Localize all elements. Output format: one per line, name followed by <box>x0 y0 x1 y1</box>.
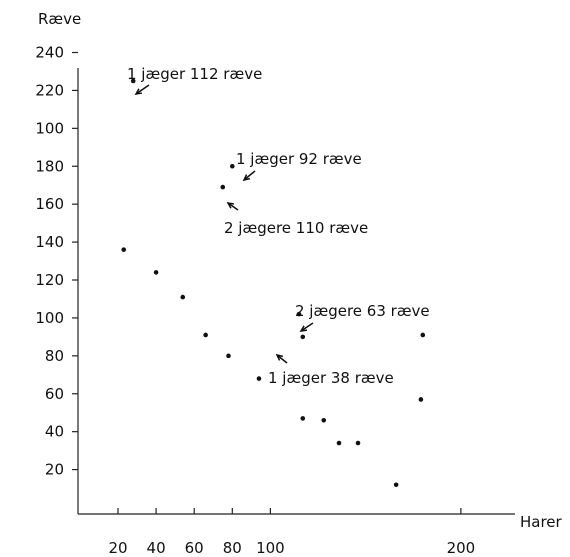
annotation-arrow <box>243 170 256 181</box>
annotation-label: 1 jæger 112 ræve <box>127 65 262 83</box>
data-point <box>420 332 426 338</box>
y-tick-label: 100 <box>35 309 64 327</box>
annotation-arrowhead <box>275 353 284 361</box>
annotation-label: 2 jægere 110 ræve <box>224 219 368 237</box>
data-point <box>336 440 342 446</box>
data-point <box>321 417 327 423</box>
y-tick-label: 240 <box>35 44 64 62</box>
y-tick-label: 180 <box>35 157 64 175</box>
annotation-arrowhead <box>299 325 308 332</box>
annotation-arrowhead <box>242 174 251 182</box>
y-tick-label: 80 <box>45 347 64 365</box>
annotation-label: 1 jæger 92 ræve <box>236 150 362 168</box>
annotation-arrow <box>300 322 314 332</box>
x-tick-label: 60 <box>185 539 204 557</box>
y-axis-ticks: 20 40 60 80 100 120 140 160 180 100 220 240 <box>35 44 78 479</box>
y-tick-label: 120 <box>35 271 64 289</box>
annotation-arrowhead <box>134 88 143 95</box>
data-point <box>153 270 159 275</box>
data-point <box>418 397 424 402</box>
y-tick-label: 20 <box>45 461 64 479</box>
y-axis-title: Ræve <box>38 10 81 28</box>
annotation-arrowhead <box>226 202 235 209</box>
y-tick-label: 100 <box>35 119 64 137</box>
data-point <box>130 78 136 84</box>
annotation-arrow <box>135 84 150 95</box>
annotation-label: 1 jæger 38 ræve <box>268 369 394 387</box>
data-point <box>296 311 302 317</box>
data-point <box>355 440 361 446</box>
x-tick-label: 40 <box>147 539 166 557</box>
data-point <box>180 294 186 300</box>
data-point <box>121 247 127 252</box>
data-points <box>121 78 426 488</box>
data-point <box>226 353 231 359</box>
data-point <box>230 163 235 169</box>
x-tick-label: 20 <box>108 539 127 557</box>
y-tick-label: 60 <box>45 385 64 403</box>
data-point <box>300 334 306 340</box>
axes <box>77 68 515 515</box>
data-point <box>393 482 399 488</box>
y-tick-label: 220 <box>35 81 64 99</box>
x-tick-label: 80 <box>223 539 242 557</box>
y-tick-label: 140 <box>35 233 64 251</box>
x-tick-label: 200 <box>447 539 476 557</box>
data-point <box>256 376 262 381</box>
annotation-arrow <box>227 202 239 211</box>
annotation-arrow <box>276 354 288 364</box>
data-point <box>220 184 226 190</box>
annotation-label: 2 jægere 63 ræve <box>295 302 430 320</box>
x-axis-ticks: 20 40 60 80 100 200 <box>108 508 475 557</box>
y-tick-label: 160 <box>35 195 64 213</box>
annotations: 1 jæger 112 ræve 1 jæger 92 ræve 2 jægere … <box>127 65 430 387</box>
data-point <box>203 332 208 338</box>
y-tick-label: 40 <box>45 423 64 441</box>
x-axis-title: Harer <box>520 513 563 531</box>
data-point <box>300 416 306 421</box>
x-tick-label: 100 <box>256 539 285 557</box>
